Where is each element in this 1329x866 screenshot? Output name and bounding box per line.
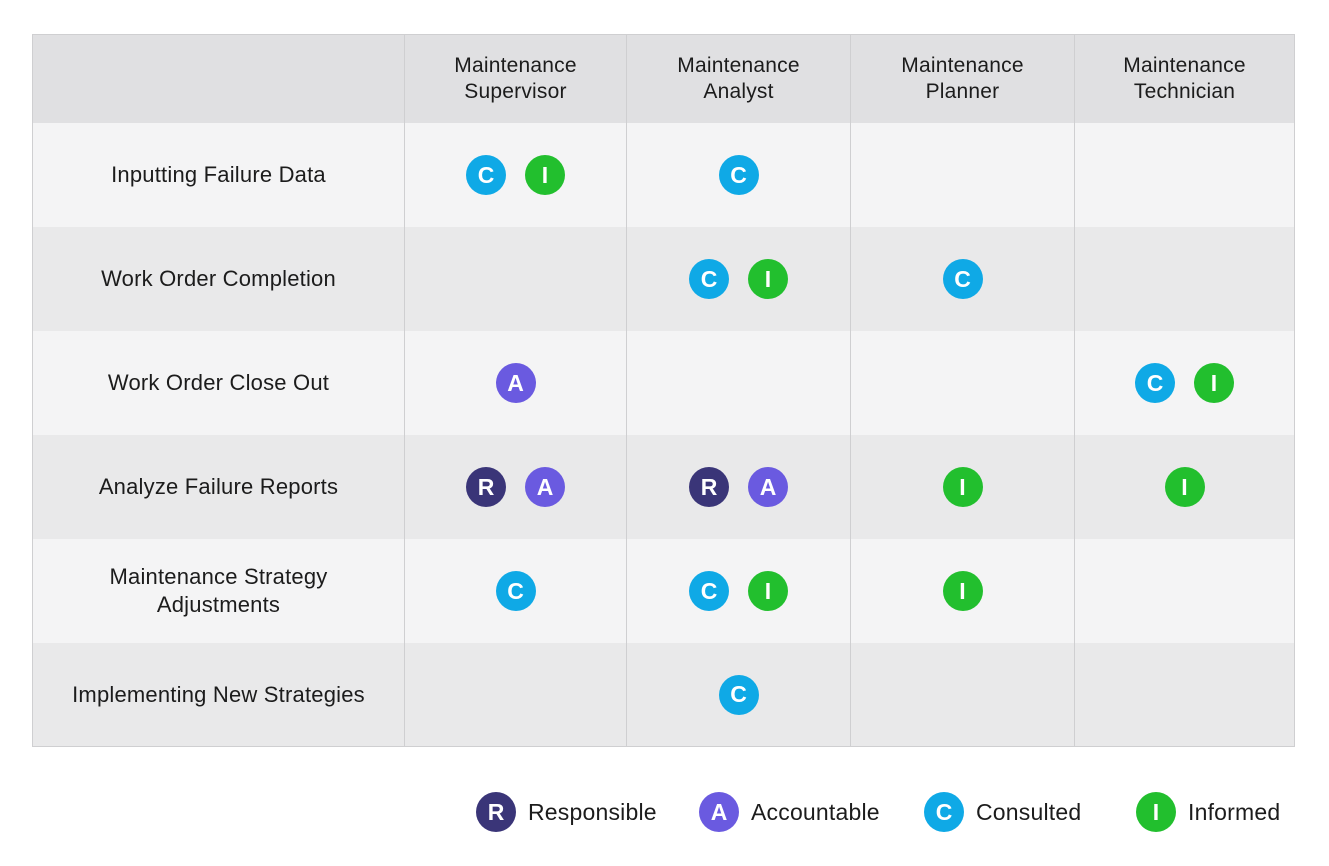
- matrix-cell: [404, 643, 626, 746]
- matrix-cell: [1074, 227, 1294, 331]
- informed-badge: I: [1194, 363, 1234, 403]
- matrix-cell: [1074, 643, 1294, 746]
- column-header-supervisor: Maintenance Supervisor: [404, 35, 626, 123]
- task-label: Work Order Close Out: [33, 331, 404, 435]
- consulted-badge: C: [718, 155, 759, 195]
- column-header-label: Maintenance Supervisor: [454, 54, 577, 103]
- consulted-badge: C: [1135, 363, 1175, 403]
- matrix-cell: I: [850, 539, 1074, 643]
- consulted-badge: C: [942, 259, 983, 299]
- responsible-badge: R: [466, 467, 506, 507]
- legend-item-accountable: A Accountable: [699, 792, 880, 832]
- raci-matrix: Maintenance Supervisor Maintenance Analy…: [32, 34, 1295, 747]
- accountable-badge: A: [748, 467, 788, 507]
- consulted-badge: C: [718, 674, 759, 715]
- matrix-cell: [1074, 539, 1294, 643]
- accountable-badge: A: [525, 467, 565, 507]
- column-header-label: Maintenance Planner: [901, 54, 1024, 103]
- informed-badge: I: [1164, 467, 1205, 507]
- legend-label: Accountable: [751, 798, 880, 825]
- legend-item-informed: I Informed: [1136, 792, 1280, 832]
- matrix-cell: I: [850, 435, 1074, 539]
- task-label: Work Order Completion: [33, 227, 404, 331]
- column-header-planner: Maintenance Planner: [850, 35, 1074, 123]
- legend-label: Responsible: [528, 798, 657, 825]
- header-corner: [33, 35, 404, 123]
- task-label: Implementing New Strategies: [33, 643, 404, 746]
- matrix-cell: C: [404, 539, 626, 643]
- task-label: Maintenance Strategy Adjustments: [33, 539, 404, 643]
- matrix-cell: C: [626, 643, 850, 746]
- legend-item-responsible: R Responsible: [476, 792, 657, 832]
- matrix-cell: C: [626, 123, 850, 227]
- task-label-text: Maintenance Strategy Adjustments: [109, 564, 328, 617]
- informed-badge: I: [748, 259, 788, 299]
- column-header-analyst: Maintenance Analyst: [626, 35, 850, 123]
- matrix-cell: [1074, 123, 1294, 227]
- legend-label: Informed: [1188, 798, 1281, 825]
- matrix-cell: [850, 643, 1074, 746]
- responsible-badge: R: [689, 467, 729, 507]
- consulted-badge: C: [689, 259, 729, 299]
- legend: R Responsible A Accountable C Consulted …: [0, 792, 1329, 834]
- matrix-cell: [850, 331, 1074, 435]
- consulted-badge: C: [495, 571, 536, 611]
- matrix-cell: [626, 331, 850, 435]
- informed-badge: I: [942, 571, 983, 611]
- column-header-label: Maintenance Analyst: [677, 54, 800, 103]
- matrix-cell: C: [850, 227, 1074, 331]
- consulted-badge: C: [689, 571, 729, 611]
- legend-item-consulted: C Consulted: [924, 792, 1081, 832]
- informed-badge-icon: I: [1136, 792, 1176, 832]
- matrix-cell: [850, 123, 1074, 227]
- consulted-badge: C: [466, 155, 506, 195]
- accountable-badge-icon: A: [699, 792, 739, 832]
- responsible-badge-icon: R: [476, 792, 516, 832]
- informed-badge: I: [942, 467, 983, 507]
- informed-badge: I: [525, 155, 565, 195]
- column-header-label: Maintenance Technician: [1123, 54, 1246, 103]
- legend-label: Consulted: [976, 798, 1082, 825]
- matrix-cell: A: [404, 331, 626, 435]
- accountable-badge: A: [495, 363, 536, 403]
- matrix-cell: I: [1074, 435, 1294, 539]
- task-label: Analyze Failure Reports: [33, 435, 404, 539]
- task-label: Inputting Failure Data: [33, 123, 404, 227]
- consulted-badge-icon: C: [924, 792, 964, 832]
- column-header-technician: Maintenance Technician: [1074, 35, 1294, 123]
- informed-badge: I: [748, 571, 788, 611]
- matrix-cell: [404, 227, 626, 331]
